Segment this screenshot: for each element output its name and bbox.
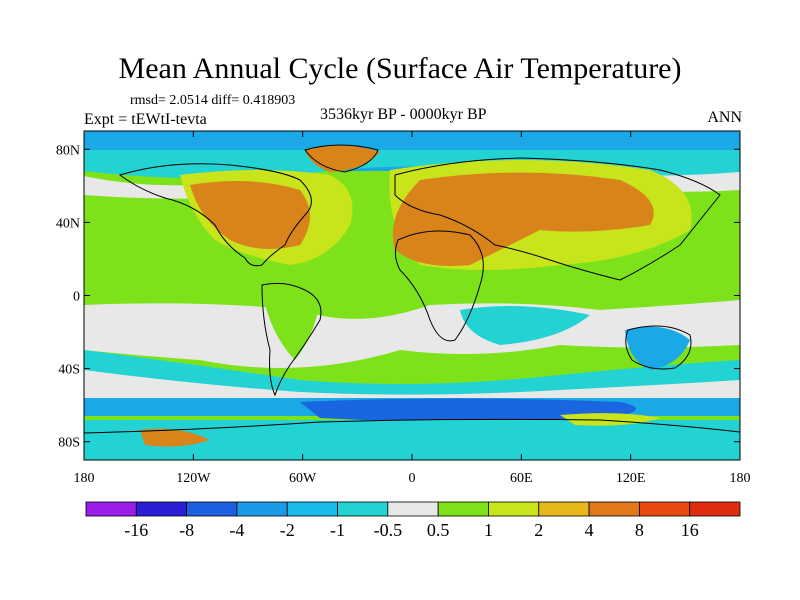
- west-antarctica-warm-spot: [140, 428, 210, 447]
- lon-tick-label: 180: [730, 471, 751, 486]
- greenland-coast: [304, 144, 379, 173]
- lat-tick-label: 40N: [56, 216, 80, 231]
- lon-tick-label: 120E: [616, 471, 646, 486]
- antarctica-coast: [84, 418, 740, 434]
- southern-ocean-neutral: [84, 370, 740, 405]
- colorbar-box: [236, 501, 288, 517]
- colorbar-label: -4: [229, 520, 244, 540]
- colorbar-box: [689, 501, 741, 517]
- southern-ocean-slight-cool: [84, 350, 740, 395]
- colorbar-label: 0.5: [427, 520, 450, 540]
- lon-tick-label: 180: [74, 471, 95, 486]
- colorbar-box: [538, 501, 590, 517]
- latitude-axis: 80N 40N 0 40S 80S: [56, 143, 740, 451]
- colorbar-box: [437, 501, 489, 517]
- colorbar-label: 1: [484, 520, 493, 540]
- south-america-warm: [260, 288, 320, 360]
- north-america-hot: [190, 181, 310, 249]
- lat-tick-label: 80S: [58, 436, 80, 451]
- colorbar-box: [488, 501, 540, 517]
- colorbar-boxes: [85, 501, 741, 517]
- antarctic-strong-cool: [300, 398, 636, 423]
- australia-cool: [625, 326, 690, 370]
- colorbar-box: [588, 501, 640, 517]
- eurasia-africa-hot: [392, 172, 654, 266]
- lat-tick-label: 0: [73, 290, 80, 305]
- rmsd-diff-label: rmsd= 2.0514 diff= 0.418903: [130, 93, 296, 108]
- colorbar-label: -8: [179, 520, 194, 540]
- colorbar-label: -16: [124, 520, 148, 540]
- lon-tick-label: 0: [409, 471, 416, 486]
- indian-ocean-cool: [460, 306, 590, 345]
- longitude-axis: 180 120W 60W 0 60E 120E 180: [74, 131, 751, 486]
- season-label: ANN: [707, 109, 742, 126]
- period-label: 3536kyr BP - 0000kyr BP: [320, 106, 487, 123]
- colorbar-label: -2: [280, 520, 295, 540]
- lon-tick-label: 120W: [176, 471, 211, 486]
- colorbar-labels: -16 -8 -4 -2 -1 -0.5 0.5 1 2 4 8 16: [124, 520, 698, 540]
- eurasia-coast: [394, 157, 721, 281]
- colorbar-label: 8: [635, 520, 644, 540]
- lat-tick-label: 80N: [56, 143, 80, 158]
- colorbar-box: [286, 501, 338, 517]
- coastlines: [84, 144, 740, 434]
- north-america-coast: [118, 163, 312, 267]
- australia-coast: [625, 325, 692, 370]
- colorbar-label: -0.5: [374, 520, 403, 540]
- colorbar-label: 2: [534, 520, 543, 540]
- colorbar-box: [387, 501, 439, 517]
- africa-coast: [394, 230, 484, 342]
- lon-tick-label: 60E: [510, 471, 533, 486]
- colorbar-label: 16: [681, 520, 699, 540]
- lon-tick-label: 60W: [289, 471, 317, 486]
- colorbar-box: [135, 501, 188, 517]
- colorbar-label: 4: [585, 520, 594, 540]
- figure-title: Mean Annual Cycle (Surface Air Temperatu…: [118, 52, 682, 85]
- south-america-coast: [261, 282, 322, 397]
- colorbar-box: [85, 501, 137, 517]
- colorbar-box: [186, 501, 238, 517]
- lat-tick-label: 40S: [58, 363, 80, 378]
- colorbar-box: [337, 501, 389, 517]
- colorbar-box: [638, 501, 691, 517]
- temperature-anomaly-field: [84, 131, 740, 460]
- colorbar-label: -1: [330, 520, 345, 540]
- experiment-label: Expt = tEWtI-tevta: [84, 111, 207, 128]
